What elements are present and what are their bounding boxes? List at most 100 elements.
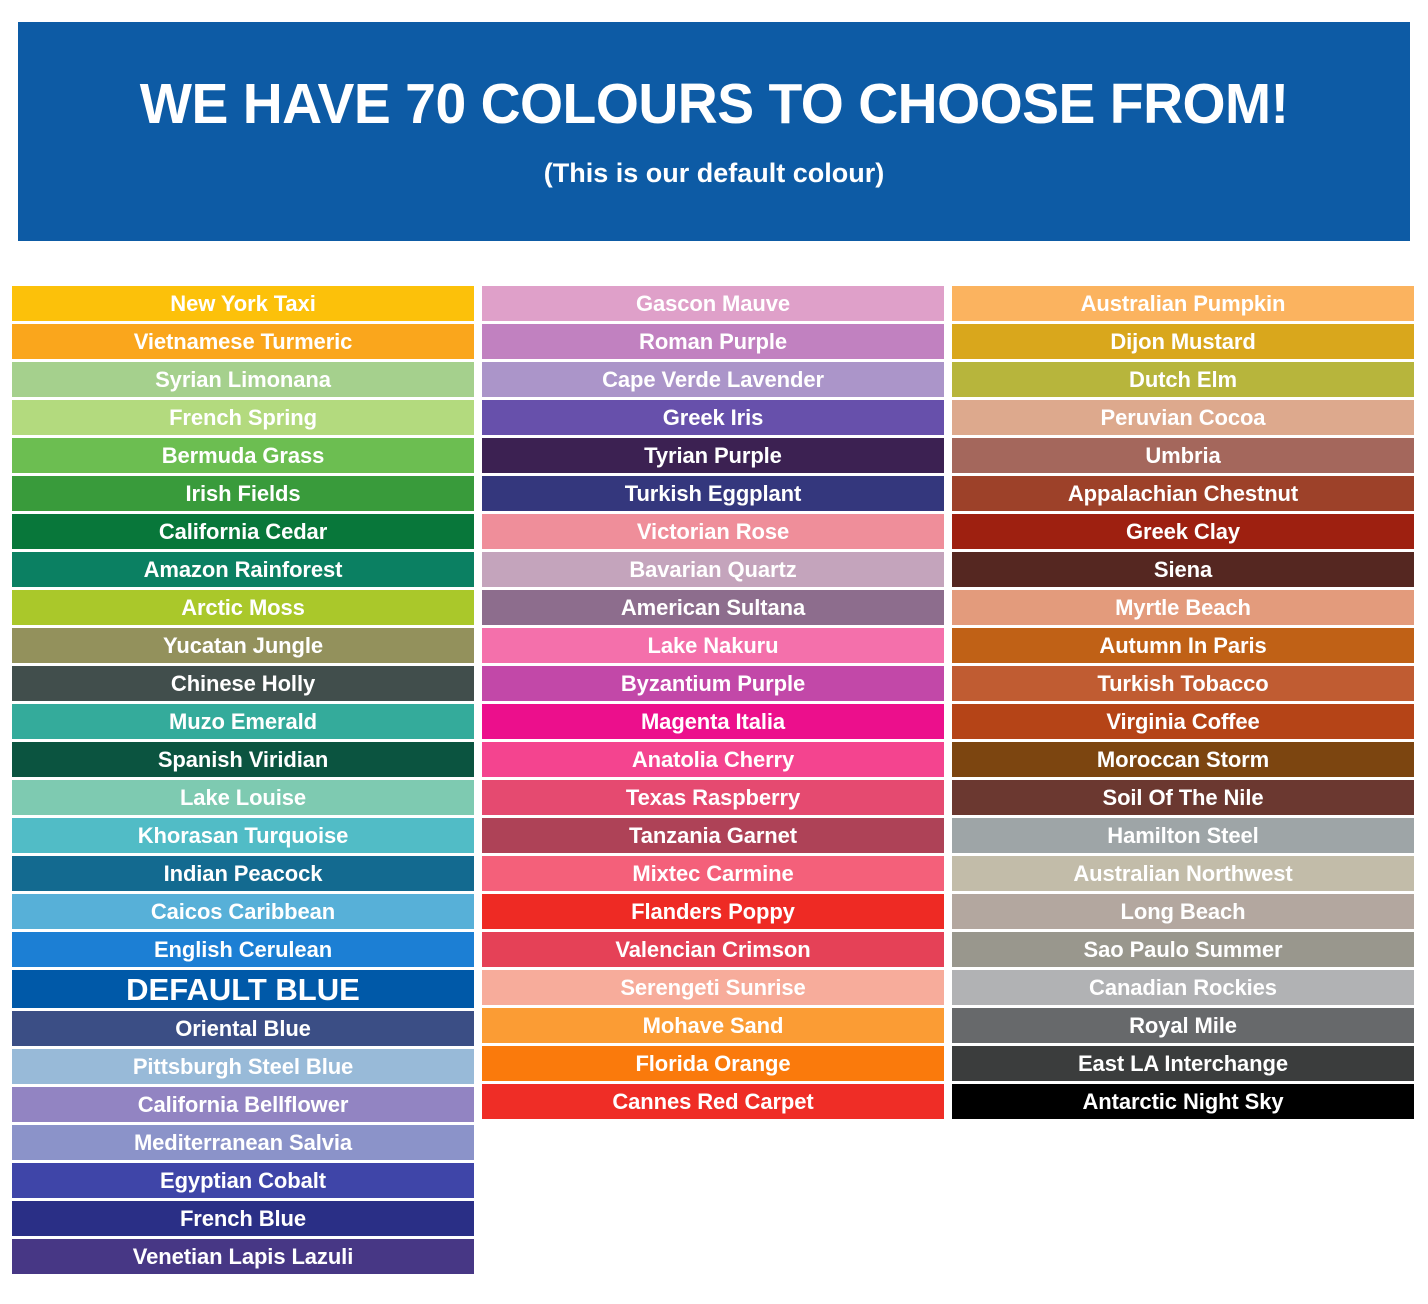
colour-swatch[interactable]: Bavarian Quartz xyxy=(482,552,944,587)
colour-swatch[interactable]: Tanzania Garnet xyxy=(482,818,944,853)
colour-swatch[interactable]: Mohave Sand xyxy=(482,1008,944,1043)
colour-swatch-label: Chinese Holly xyxy=(170,670,316,696)
colour-swatch[interactable]: English Cerulean xyxy=(12,932,474,967)
colour-swatch[interactable]: Bermuda Grass xyxy=(12,438,474,473)
colour-swatch[interactable]: Peruvian Cocoa xyxy=(952,400,1414,435)
colour-swatch-label: California Bellflower xyxy=(137,1091,349,1117)
colour-swatch-label: Mohave Sand xyxy=(642,1012,784,1038)
colour-swatch[interactable]: Caicos Caribbean xyxy=(12,894,474,929)
colour-swatch[interactable]: Moroccan Storm xyxy=(952,742,1414,777)
colour-swatch[interactable]: Lake Louise xyxy=(12,780,474,815)
colour-swatch[interactable]: California Bellflower xyxy=(12,1087,474,1122)
colour-swatch[interactable]: Soil Of The Nile xyxy=(952,780,1414,815)
colour-swatch[interactable]: Indian Peacock xyxy=(12,856,474,891)
colour-swatch[interactable]: Turkish Eggplant xyxy=(482,476,944,511)
colour-swatch[interactable]: Venetian Lapis Lazuli xyxy=(12,1239,474,1274)
colour-swatch[interactable]: Royal Mile xyxy=(952,1008,1414,1043)
colour-swatch[interactable]: Australian Northwest xyxy=(952,856,1414,891)
colour-swatch-label: Umbria xyxy=(1145,442,1221,468)
colour-swatch-label: Pittsburgh Steel Blue xyxy=(132,1053,354,1079)
colour-swatch[interactable]: Turkish Tobacco xyxy=(952,666,1414,701)
colour-swatch[interactable]: New York Taxi xyxy=(12,286,474,321)
colour-swatch[interactable]: Cannes Red Carpet xyxy=(482,1084,944,1119)
colour-swatch-label: Turkish Eggplant xyxy=(624,480,802,506)
colour-swatch[interactable]: Greek Clay xyxy=(952,514,1414,549)
colour-swatch[interactable]: Egyptian Cobalt xyxy=(12,1163,474,1198)
colour-swatch[interactable]: French Blue xyxy=(12,1201,474,1236)
colour-swatch[interactable]: Muzo Emerald xyxy=(12,704,474,739)
colour-swatch[interactable]: Texas Raspberry xyxy=(482,780,944,815)
colour-swatch[interactable]: Amazon Rainforest xyxy=(12,552,474,587)
colour-swatch-label: Myrtle Beach xyxy=(1115,594,1251,620)
swatch-column: Gascon Mauve Roman Purple Cape Verde Laven… xyxy=(482,286,944,1274)
colour-swatch[interactable]: DEFAULT BLUE xyxy=(12,970,474,1008)
colour-swatch[interactable]: Australian Pumpkin xyxy=(952,286,1414,321)
colour-swatch[interactable]: Umbria xyxy=(952,438,1414,473)
colour-swatch[interactable]: Byzantium Purple xyxy=(482,666,944,701)
colour-swatch[interactable]: Dijon Mustard xyxy=(952,324,1414,359)
colour-swatch[interactable]: Florida Orange xyxy=(482,1046,944,1081)
colour-swatch[interactable]: Anatolia Cherry xyxy=(482,742,944,777)
colour-swatch[interactable]: California Cedar xyxy=(12,514,474,549)
colour-swatch-label: Oriental Blue xyxy=(175,1015,311,1041)
colour-swatch[interactable]: Roman Purple xyxy=(482,324,944,359)
colour-swatch[interactable]: Pittsburgh Steel Blue xyxy=(12,1049,474,1084)
colour-swatch-label: Florida Orange xyxy=(635,1050,791,1076)
page-title: WE HAVE 70 COLOURS TO CHOOSE FROM! xyxy=(139,71,1289,136)
colour-swatch-label: Bermuda Grass xyxy=(161,442,325,468)
colour-swatch[interactable]: Mixtec Carmine xyxy=(482,856,944,891)
colour-swatch[interactable]: American Sultana xyxy=(482,590,944,625)
colour-swatch[interactable]: Victorian Rose xyxy=(482,514,944,549)
colour-swatch[interactable]: Antarctic Night Sky xyxy=(952,1084,1414,1119)
colour-swatch[interactable]: Chinese Holly xyxy=(12,666,474,701)
swatch-column: Australian Pumpkin Dijon Mustard Dutch Elm… xyxy=(952,286,1414,1274)
colour-swatch-label: Moroccan Storm xyxy=(1096,746,1270,772)
colour-swatch[interactable]: Spanish Viridian xyxy=(12,742,474,777)
colour-swatch[interactable]: Mediterranean Salvia xyxy=(12,1125,474,1160)
colour-swatch-label: California Cedar xyxy=(158,518,328,544)
colour-swatch-label: Caicos Caribbean xyxy=(150,898,336,924)
colour-swatch-label: Valencian Crimson xyxy=(615,936,811,962)
colour-swatch[interactable]: Long Beach xyxy=(952,894,1414,929)
colour-swatch[interactable]: Irish Fields xyxy=(12,476,474,511)
colour-swatch[interactable]: Flanders Poppy xyxy=(482,894,944,929)
colour-swatch[interactable]: Siena xyxy=(952,552,1414,587)
colour-swatch-label: Tanzania Garnet xyxy=(628,822,798,848)
colour-swatch[interactable]: Canadian Rockies xyxy=(952,970,1414,1005)
colour-swatch[interactable]: Greek Iris xyxy=(482,400,944,435)
colour-swatch[interactable]: Arctic Moss xyxy=(12,590,474,625)
colour-swatch[interactable]: Virginia Coffee xyxy=(952,704,1414,739)
colour-swatch[interactable]: French Spring xyxy=(12,400,474,435)
colour-swatch[interactable]: East LA Interchange xyxy=(952,1046,1414,1081)
colour-swatch[interactable]: Myrtle Beach xyxy=(952,590,1414,625)
colour-swatch-label: New York Taxi xyxy=(170,290,316,316)
colour-swatch[interactable]: Serengeti Sunrise xyxy=(482,970,944,1005)
colour-swatch-label: Australian Pumpkin xyxy=(1080,290,1286,316)
colour-swatch-label: Royal Mile xyxy=(1129,1012,1237,1038)
colour-swatch[interactable]: Appalachian Chestnut xyxy=(952,476,1414,511)
colour-swatch-label: Anatolia Cherry xyxy=(631,746,795,772)
colour-swatch-label: Greek Iris xyxy=(662,404,764,430)
colour-swatch-label: Soil Of The Nile xyxy=(1102,784,1264,810)
colour-swatch[interactable]: Oriental Blue xyxy=(12,1011,474,1046)
colour-swatch[interactable]: Sao Paulo Summer xyxy=(952,932,1414,967)
colour-swatch-label: Roman Purple xyxy=(639,328,787,354)
colour-swatch[interactable]: Lake Nakuru xyxy=(482,628,944,663)
colour-swatch[interactable]: Valencian Crimson xyxy=(482,932,944,967)
colour-swatch[interactable]: Vietnamese Turmeric xyxy=(12,324,474,359)
colour-swatch[interactable]: Cape Verde Lavender xyxy=(482,362,944,397)
colour-swatch[interactable]: Autumn In Paris xyxy=(952,628,1414,663)
colour-swatch[interactable]: Khorasan Turquoise xyxy=(12,818,474,853)
colour-swatch-label: Magenta Italia xyxy=(640,708,786,734)
colour-swatch[interactable]: Tyrian Purple xyxy=(482,438,944,473)
colour-swatch-label: Autumn In Paris xyxy=(1099,632,1267,658)
colour-swatch-label: Long Beach xyxy=(1120,898,1246,924)
colour-swatch-label: Appalachian Chestnut xyxy=(1067,480,1299,506)
colour-swatch[interactable]: Yucatan Jungle xyxy=(12,628,474,663)
colour-swatch[interactable]: Hamilton Steel xyxy=(952,818,1414,853)
colour-swatch[interactable]: Gascon Mauve xyxy=(482,286,944,321)
colour-swatch[interactable]: Dutch Elm xyxy=(952,362,1414,397)
colour-swatch[interactable]: Syrian Limonana xyxy=(12,362,474,397)
colour-swatch[interactable]: Magenta Italia xyxy=(482,704,944,739)
